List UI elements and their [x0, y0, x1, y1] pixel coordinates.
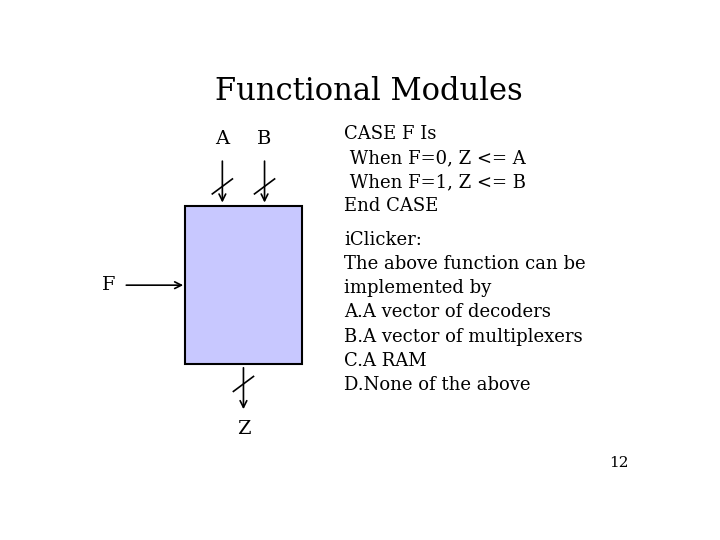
Text: D.None of the above: D.None of the above	[344, 376, 531, 394]
Text: CASE F Is: CASE F Is	[344, 125, 436, 143]
Text: iClicker:: iClicker:	[344, 231, 422, 249]
Text: C.A RAM: C.A RAM	[344, 352, 426, 370]
Text: A.A vector of decoders: A.A vector of decoders	[344, 303, 551, 321]
Text: End CASE: End CASE	[344, 198, 438, 215]
Text: A: A	[215, 130, 230, 148]
Text: Functional Modules: Functional Modules	[215, 76, 523, 107]
Text: When F=0, Z <= A: When F=0, Z <= A	[344, 149, 526, 167]
Text: When F=1, Z <= B: When F=1, Z <= B	[344, 173, 526, 191]
Text: The above function can be: The above function can be	[344, 255, 585, 273]
Text: Z: Z	[237, 420, 251, 438]
Text: implemented by: implemented by	[344, 279, 491, 298]
Text: B.A vector of multiplexers: B.A vector of multiplexers	[344, 328, 582, 346]
Text: 12: 12	[609, 456, 629, 470]
Text: F: F	[102, 276, 115, 294]
Bar	[185, 206, 302, 364]
Text: B: B	[257, 130, 271, 148]
